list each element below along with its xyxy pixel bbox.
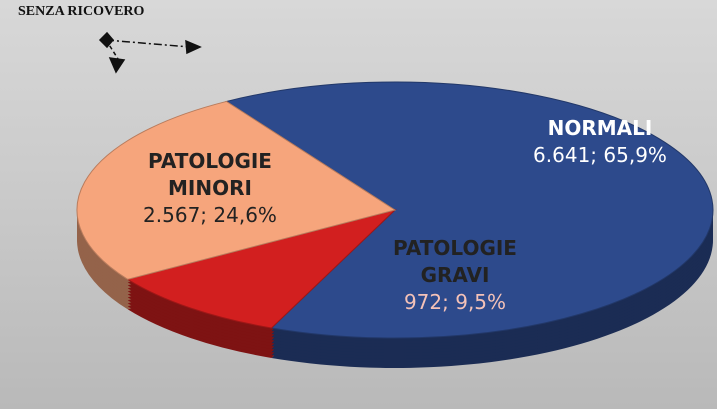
category-label: PATOLOGIE GRAVI <box>393 236 517 287</box>
arrow-line <box>105 39 121 63</box>
arrow-tail <box>98 31 114 49</box>
note-label: SENZA RICOVERO <box>18 4 145 19</box>
arrow-line <box>105 39 191 48</box>
slice <box>76 100 397 280</box>
value-label: 972; 9,5% <box>403 290 507 314</box>
slice-label: PATOLOGIE GRAVI 972; 9,5% <box>365 235 545 316</box>
value-label: 2.567; 24,6% <box>143 203 277 227</box>
arrows <box>98 31 202 74</box>
category-label: PATOLOGIE MINORI <box>148 149 272 200</box>
slice <box>126 209 397 329</box>
slice <box>225 81 714 339</box>
arrow-head <box>108 57 126 74</box>
value-label: 6.641; 65,9% <box>533 143 667 167</box>
category-label: NORMALI <box>547 116 653 140</box>
arrow-head <box>185 39 202 55</box>
slice-label: PATOLOGIE MINORI 2.567; 24,6% <box>110 148 310 229</box>
slice-label: NORMALI 6.641; 65,9% <box>500 115 700 169</box>
